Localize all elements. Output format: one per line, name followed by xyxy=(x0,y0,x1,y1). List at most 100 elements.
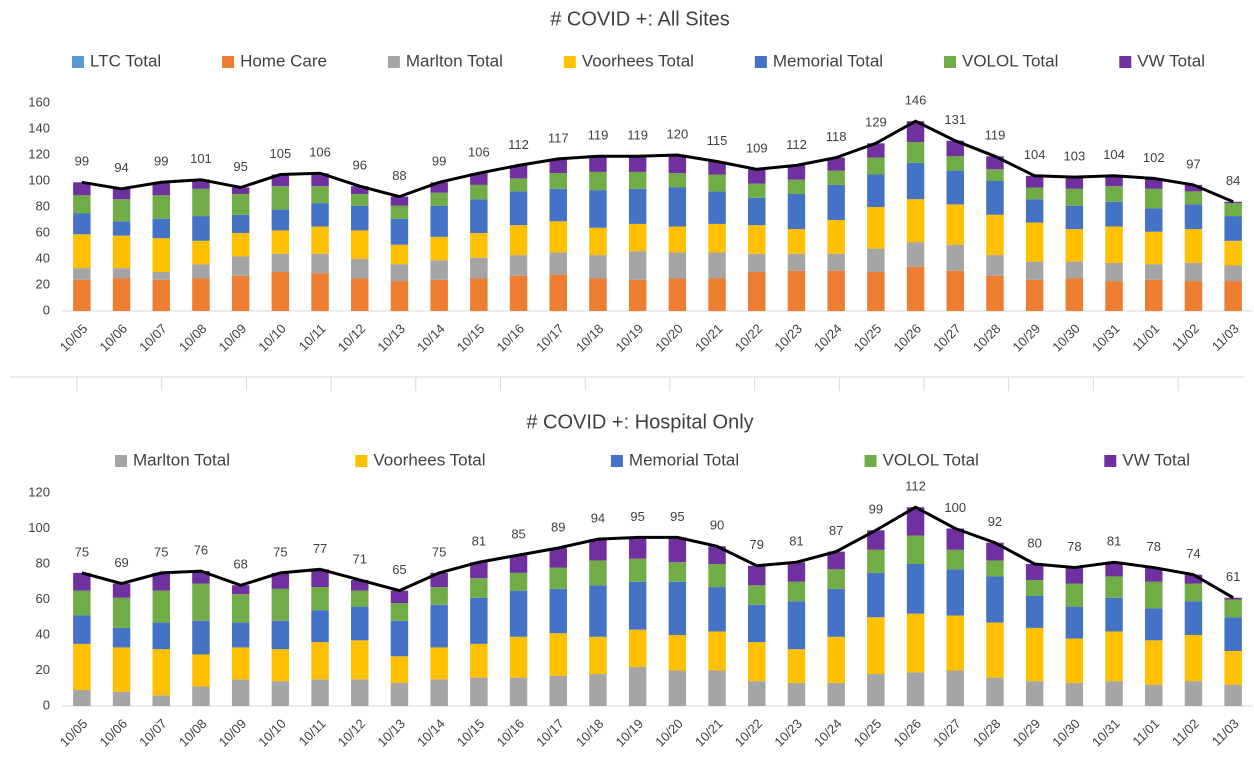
bar-segment xyxy=(867,674,885,706)
bar-segment xyxy=(1184,184,1203,192)
x-tick-label: 10/13 xyxy=(374,716,408,750)
bar-segment xyxy=(748,272,766,311)
bar-segment xyxy=(748,253,766,272)
bar-segment xyxy=(748,585,766,605)
bar-segment xyxy=(787,194,806,230)
total-label: 104 xyxy=(1103,147,1125,162)
bar-segment xyxy=(430,647,448,680)
bar-segment xyxy=(231,214,250,233)
bar-segment xyxy=(589,636,607,675)
bar-segment xyxy=(628,188,647,224)
bar-segment xyxy=(1145,231,1163,265)
total-line xyxy=(81,119,1234,204)
total-label: 65 xyxy=(392,562,406,577)
bar-segment xyxy=(1025,187,1044,200)
bar-segment xyxy=(509,590,528,637)
bar-segment xyxy=(311,253,329,274)
bar-segment xyxy=(986,255,1004,276)
bar-segment xyxy=(748,565,766,586)
x-tick-label: 10/23 xyxy=(771,321,805,355)
bar-segment xyxy=(708,278,726,311)
bar-segment xyxy=(231,679,250,706)
y-tick-label: 20 xyxy=(36,662,50,677)
bar-segment xyxy=(549,252,567,275)
bar-segment xyxy=(589,156,607,172)
bar-segment xyxy=(73,279,91,311)
legend-swatch xyxy=(1119,56,1132,68)
bar-segment xyxy=(827,636,845,683)
bar-segment xyxy=(668,173,687,188)
bar-segment xyxy=(906,564,925,614)
bar-segment xyxy=(390,196,409,206)
bar-segment xyxy=(1105,631,1123,682)
bar-segment xyxy=(1224,617,1242,651)
bar-segment xyxy=(589,585,607,637)
bar-segment xyxy=(986,622,1004,678)
bar-segment xyxy=(708,564,726,588)
bar-segment xyxy=(231,275,250,311)
bar-segment xyxy=(470,677,488,706)
bar-segment xyxy=(73,268,91,280)
x-tick-label: 10/16 xyxy=(493,716,527,750)
x-tick-label: 10/20 xyxy=(652,321,686,355)
bar-segment xyxy=(1105,175,1123,187)
bar-segment xyxy=(589,255,607,279)
bar-segment xyxy=(1145,178,1163,189)
y-tick-label: 0 xyxy=(43,302,50,317)
bar-segment xyxy=(906,672,925,706)
bar-segment xyxy=(787,562,806,582)
bar-segment xyxy=(311,587,329,611)
total-label: 99 xyxy=(432,154,446,169)
total-label: 112 xyxy=(905,479,926,494)
bar-segment xyxy=(390,218,409,245)
bar-segment xyxy=(1145,567,1163,582)
bar-segment xyxy=(1184,281,1203,311)
bar-segment xyxy=(668,155,687,174)
bar-segment xyxy=(152,622,170,650)
x-tick-label: 10/25 xyxy=(851,321,885,355)
y-tick-label: 20 xyxy=(36,276,50,291)
bar-segment xyxy=(430,236,448,261)
bar-segment xyxy=(708,223,726,253)
bar-segment xyxy=(390,590,409,604)
bar-segment xyxy=(509,225,528,256)
bar-segment xyxy=(390,620,409,657)
x-tick-label: 10/27 xyxy=(930,321,964,355)
bar-segment xyxy=(231,647,250,680)
bar-segment xyxy=(589,171,607,191)
bar-segment xyxy=(271,230,290,254)
total-label: 75 xyxy=(75,544,89,559)
y-tick-label: 160 xyxy=(28,94,50,109)
x-tick-label: 10/19 xyxy=(613,716,647,750)
legend-label: Marlton Total xyxy=(133,450,230,469)
total-label: 85 xyxy=(511,527,525,542)
bar-segment xyxy=(1224,216,1242,241)
x-tick-label: 10/27 xyxy=(930,716,964,750)
total-label: 71 xyxy=(353,551,367,566)
total-label: 104 xyxy=(1024,147,1046,162)
x-tick-label: 10/26 xyxy=(890,716,924,750)
bar-segment xyxy=(827,588,845,637)
total-label: 131 xyxy=(944,112,966,127)
bar-segment xyxy=(152,590,170,623)
bar-segment xyxy=(192,686,210,706)
bar-segment xyxy=(311,273,329,311)
bar-segment xyxy=(946,549,964,570)
total-label: 118 xyxy=(826,129,847,144)
bar-segment xyxy=(1184,191,1203,205)
bar-segment xyxy=(1065,682,1084,706)
total-label: 99 xyxy=(75,154,89,169)
legend-swatch xyxy=(754,56,767,68)
total-label: 146 xyxy=(905,93,927,108)
bar-segment xyxy=(1065,278,1084,311)
bar-segment xyxy=(231,594,250,623)
y-tick-label: 60 xyxy=(36,591,50,606)
x-tick-label: 10/08 xyxy=(176,716,210,750)
total-label: 75 xyxy=(273,544,287,559)
bar-segment xyxy=(827,682,845,706)
bar-segment xyxy=(470,233,488,258)
bar-segment xyxy=(430,192,448,206)
bar-segment xyxy=(867,174,885,207)
y-tick-label: 140 xyxy=(28,120,50,135)
bar-segment xyxy=(549,188,567,222)
